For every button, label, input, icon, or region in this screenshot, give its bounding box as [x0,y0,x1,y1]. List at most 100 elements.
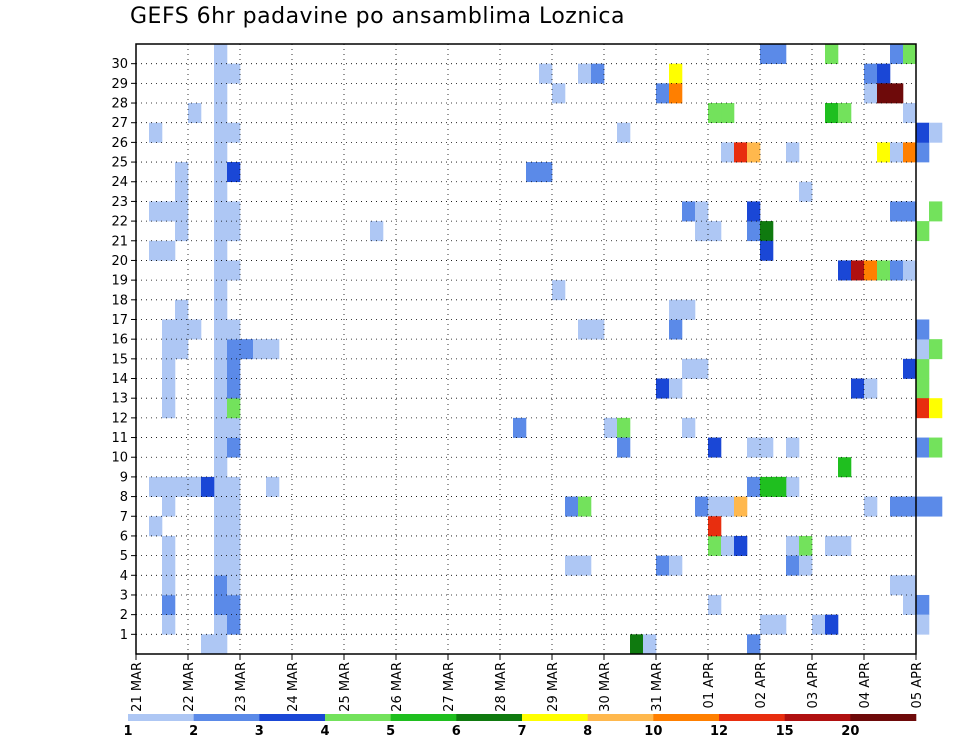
precip-cell [903,142,917,163]
precip-cell [877,83,891,104]
colorbar-swatch [259,714,326,721]
precip-cell [916,319,930,340]
precip-cell [877,142,891,163]
precip-cell [916,339,930,360]
precip-cell [214,417,228,438]
precip-cell [266,339,280,360]
precip-cell [786,476,800,497]
x-tick-label: 31 MAR [650,662,665,712]
colorbar-swatch [850,714,917,721]
precip-cell [786,437,800,458]
y-tick-label: 13 [111,392,128,407]
precip-cell [227,476,241,497]
precip-cell [929,201,943,222]
precip-cell [188,319,202,340]
precip-cell [214,201,228,222]
precip-cell [214,280,228,301]
precip-cell [669,555,683,576]
precip-cell [864,83,878,104]
y-tick-label: 2 [120,608,128,623]
precip-cell [708,496,722,517]
colorbar-swatch [128,714,194,721]
precip-cell [539,162,553,183]
colorbar-swatch [587,714,654,721]
x-tick-label: 26 MAR [390,662,405,712]
precip-cell [175,221,189,242]
precip-cell [227,162,241,183]
precip-cell [175,339,189,360]
precip-cell [786,555,800,576]
precip-cell [227,516,241,537]
precip-cell [214,358,228,379]
precip-cell [825,103,839,124]
precip-cell [513,417,527,438]
precip-cell [201,634,215,655]
x-tick-label: 22 MAR [182,662,197,712]
precip-cell [604,417,618,438]
precip-cell [799,181,813,202]
precip-cell [747,142,761,163]
precip-cell [175,476,189,497]
x-tick-label: 28 MAR [494,662,509,712]
precip-cell [526,162,540,183]
precip-cell [227,437,241,458]
precip-cell [175,201,189,222]
y-tick-label: 22 [111,215,128,230]
precip-cell [695,496,709,517]
y-tick-label: 26 [111,136,128,151]
y-tick-label: 4 [120,569,128,584]
precip-cell [578,555,592,576]
precip-cell [721,496,735,517]
precip-cell [162,496,176,517]
precip-cell [838,260,852,281]
precip-cell [201,476,215,497]
precip-cell [214,575,228,596]
precip-cell [617,122,631,143]
x-tick-label: 23 MAR [234,662,249,712]
colorbar-swatch [522,714,588,721]
precip-cell [721,103,735,124]
precip-cell [552,83,566,104]
precip-cell [162,614,176,635]
precip-cell [695,221,709,242]
precip-cell [188,103,202,124]
precip-cell [643,634,657,655]
precip-cell [669,378,683,399]
precip-cell [266,476,280,497]
precip-cell [227,358,241,379]
precip-cell [539,63,553,84]
precip-cell [214,103,228,124]
precip-cell [864,496,878,517]
x-tick-label: 05 APR [910,662,925,708]
precip-cell [864,63,878,84]
y-tick-label: 7 [120,510,128,525]
precip-cell [669,63,683,84]
precip-cell [695,201,709,222]
precip-cell [227,221,241,242]
colorbar-swatch [719,714,785,721]
colorbar-label: 2 [189,724,198,739]
precip-cell [227,594,241,615]
precip-cell [565,496,579,517]
precip-cell [227,319,241,340]
precip-cell [149,122,163,143]
precip-cell [708,437,722,458]
colorbar-label: 15 [776,724,794,739]
precip-cell [214,378,228,399]
precip-cell [916,614,930,635]
y-tick-label: 14 [111,372,128,387]
precip-cell [916,358,930,379]
precip-cell [214,122,228,143]
precip-cell [773,44,787,64]
precip-cell [760,614,774,635]
y-tick-label: 23 [111,195,128,210]
precip-cell [565,555,579,576]
precip-cell [773,476,787,497]
precip-cell [214,614,228,635]
y-tick-label: 25 [111,156,128,171]
precip-cell [929,437,943,458]
precip-cell [916,437,930,458]
precip-cell [214,398,228,419]
precip-cell [929,496,943,517]
